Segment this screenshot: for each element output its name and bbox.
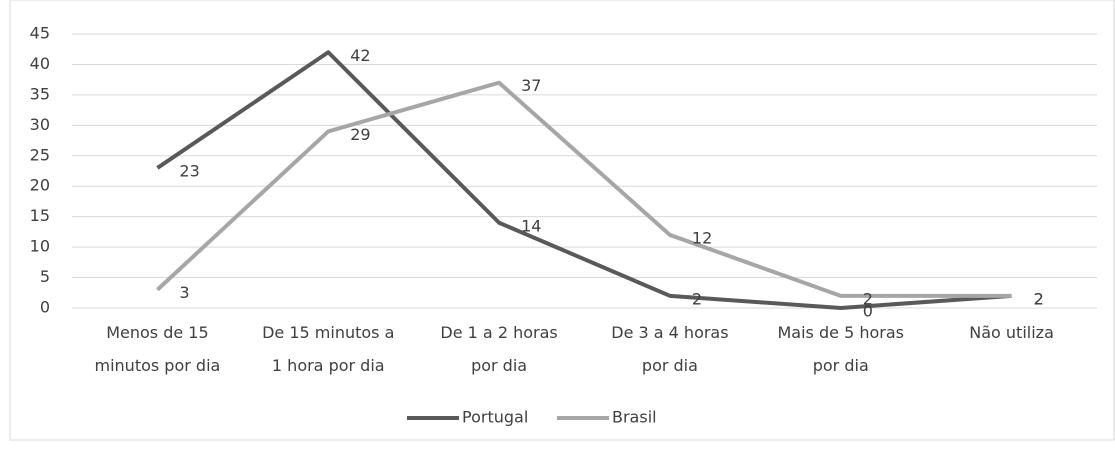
y-tick-label: 30: [30, 115, 50, 134]
data-label: 37: [521, 76, 541, 95]
y-tick-label: 45: [30, 24, 50, 43]
data-label: 23: [179, 161, 199, 180]
y-tick-label: 40: [30, 54, 50, 73]
series-line: [156, 80, 1012, 298]
x-tick-label: Não utiliza: [969, 323, 1054, 342]
x-tick-label: Mais de 5 horas por dia: [778, 323, 904, 375]
data-label: 29: [350, 125, 370, 144]
data-label: 2: [1034, 289, 1044, 308]
y-tick-label: 20: [30, 176, 50, 195]
data-label: 3: [179, 283, 189, 302]
chart-frame: [9, 0, 1115, 441]
y-tick-label: 5: [40, 267, 50, 286]
y-tick-label: 15: [30, 206, 50, 225]
y-tick-label: 25: [30, 145, 50, 164]
x-tick-label: De 1 a 2 horas por dia: [440, 323, 557, 375]
x-tick-label: De 3 a 4 horas por dia: [611, 323, 728, 375]
data-label: 14: [521, 216, 541, 235]
data-label: 2: [863, 289, 873, 308]
data-label: 12: [692, 228, 712, 247]
legend-label: Brasil: [612, 408, 657, 427]
y-tick-label: 35: [30, 84, 50, 103]
data-label: 2: [692, 289, 702, 308]
legend-label: Portugal: [462, 408, 528, 427]
y-tick-label: 10: [30, 237, 50, 256]
x-tick-label: Menos de 15 minutos por dia: [95, 323, 221, 375]
y-tick-label: 0: [40, 298, 50, 317]
data-label: 2: [1034, 289, 1044, 308]
data-label: 0: [863, 302, 873, 321]
series-line: [156, 50, 1012, 310]
data-label: 42: [350, 46, 370, 65]
